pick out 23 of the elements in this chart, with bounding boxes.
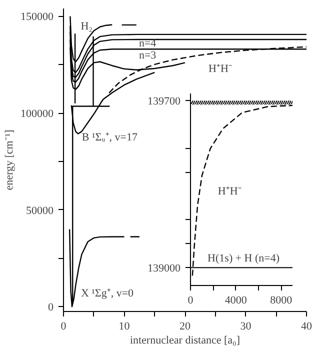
annotation: n=3 bbox=[138, 49, 157, 62]
x-axis-title: internuclear distance [a₀] bbox=[130, 334, 240, 346]
x-tick-label: 4000 bbox=[224, 294, 248, 306]
annotation: X ¹Σg⁺, v=0 bbox=[80, 287, 134, 300]
x-tick-label: 20 bbox=[180, 320, 191, 332]
y-tick-label: 139700 bbox=[148, 96, 181, 108]
x-tick-label: 8000 bbox=[270, 294, 293, 306]
annotation: n=4 bbox=[138, 38, 157, 50]
y-tick-label: 100000 bbox=[20, 108, 54, 120]
annotation: H(1s) + H (n=4) bbox=[208, 252, 280, 265]
y-tick-label: 139000 bbox=[148, 262, 181, 275]
annotation: B ¹Σᵤ⁺, v=17 bbox=[82, 132, 138, 144]
x-tick-label: 10 bbox=[118, 320, 130, 332]
x-tick-label: 40 bbox=[301, 320, 312, 332]
y-axis-title: energy [cm⁻¹] bbox=[4, 130, 16, 190]
annotation: H⁺H⁻ bbox=[208, 63, 232, 76]
annotation: H₂ bbox=[80, 20, 93, 33]
x-tick-label: 0 bbox=[188, 294, 194, 306]
x-tick-label: 0 bbox=[60, 320, 67, 332]
y-tick-label: 150000 bbox=[20, 11, 54, 24]
x-tick-label: 30 bbox=[240, 320, 252, 332]
annotation: H⁺H⁻ bbox=[218, 185, 242, 198]
y-tick-label: 50000 bbox=[26, 204, 54, 217]
